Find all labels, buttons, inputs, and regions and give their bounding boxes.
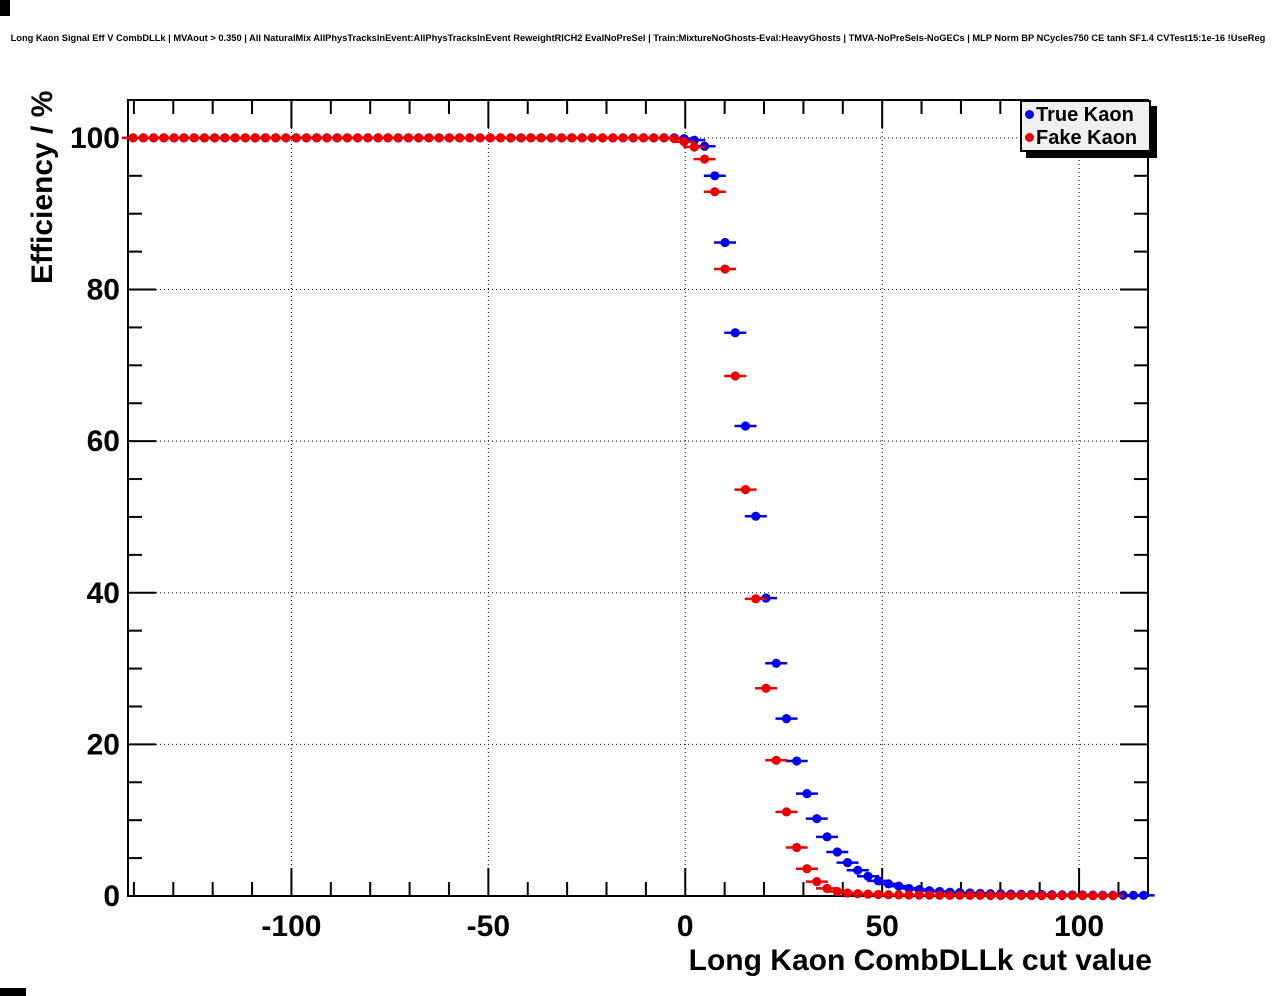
y-tick-label: 60 (87, 425, 120, 458)
legend: True Kaon Fake Kaon (1020, 100, 1151, 152)
series-fake-kaon (122, 133, 1124, 901)
canvas-corner-mark (0, 0, 10, 16)
axis-ticks (128, 99, 1148, 897)
legend-label: True Kaon (1036, 103, 1134, 126)
true-kaon-marker-icon (1025, 110, 1034, 119)
legend-label: Fake Kaon (1036, 126, 1138, 149)
x-tick-label: 0 (677, 910, 694, 943)
y-tick-label: 40 (87, 577, 120, 610)
y-tick-label: 80 (87, 274, 120, 307)
x-tick-label: -50 (467, 910, 510, 943)
x-tick-label: 100 (1054, 910, 1104, 943)
legend-entry-fake-kaon: Fake Kaon (1025, 126, 1149, 149)
y-tick-label: 0 (103, 880, 120, 913)
plot-frame (127, 99, 1149, 897)
legend-entry-true-kaon: True Kaon (1025, 103, 1149, 126)
y-axis-title: Efficiency / % (26, 90, 59, 284)
x-tick-label: 50 (865, 910, 898, 943)
series-true-kaon (122, 133, 1155, 900)
gridlines (128, 100, 1148, 896)
x-axis-title: Long Kaon CombDLLk cut value (688, 944, 1152, 977)
y-tick-label: 100 (70, 122, 120, 155)
fake-kaon-marker-icon (1025, 133, 1034, 142)
x-tick-label: -100 (261, 910, 321, 943)
plot-title: Long Kaon Signal Eff V CombDLLk | MVAout… (10, 33, 1266, 43)
canvas-corner-mark (0, 988, 26, 996)
y-tick-label: 20 (87, 728, 120, 761)
